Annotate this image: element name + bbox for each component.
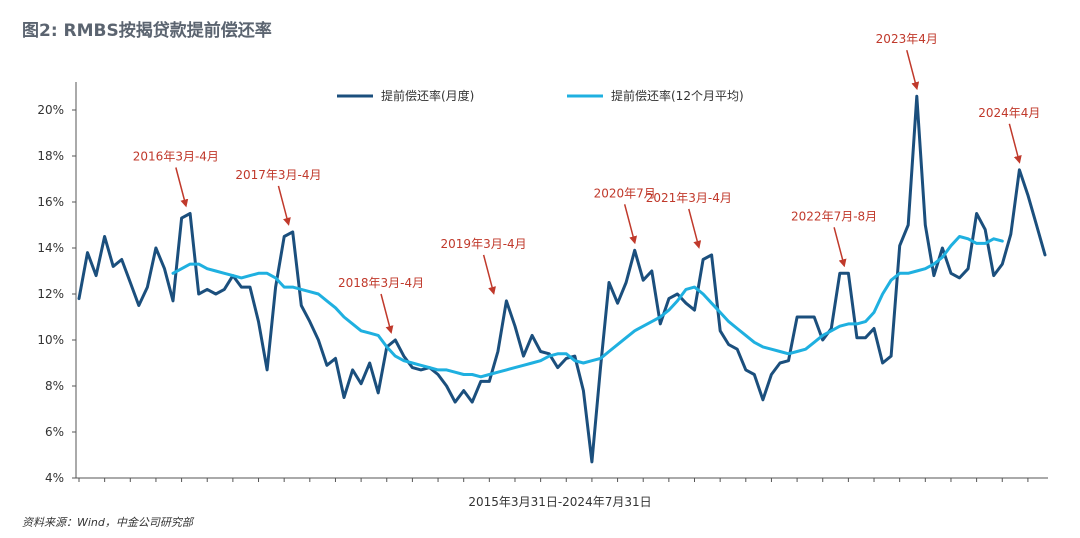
- axes: 4% 6% 8% 10% 12% 14% 16% 18% 20%: [37, 82, 1048, 485]
- y-tick-label: 18%: [37, 149, 64, 163]
- annotation-arrow: [380, 293, 394, 334]
- annotation-label: 2021年3月-4月: [646, 191, 732, 205]
- annotation-label: 2020年7月: [594, 186, 656, 200]
- series-layer: [77, 94, 1047, 464]
- annotation-label: 2022年7月-8月: [791, 209, 877, 223]
- page-title: 图2: RMBS按揭贷款提前偿还率: [22, 21, 272, 41]
- annotation-label: 2016年3月-4月: [133, 150, 219, 164]
- annotation-label: 2024年4月: [978, 106, 1040, 120]
- annotation-label: 2018年3月-4月: [338, 276, 424, 290]
- annotation-arrow: [906, 50, 920, 91]
- y-tick-label: 14%: [37, 241, 64, 255]
- y-tick-label: 20%: [37, 103, 64, 117]
- series-line-monthly: [77, 94, 1047, 464]
- y-tick-label: 12%: [37, 287, 64, 301]
- y-tick-label: 16%: [37, 195, 64, 209]
- annotation-arrow: [1008, 123, 1022, 164]
- annotation-arrow: [688, 208, 702, 249]
- annotation-label: 2023年4月: [876, 32, 938, 46]
- annotation-arrow: [623, 204, 638, 245]
- y-tick-label: 6%: [45, 425, 64, 439]
- legend: 提前偿还率(月度) 提前偿还率(12个月平均): [337, 88, 744, 103]
- annotation-arrow: [277, 185, 291, 226]
- x-axis-label: 2015年3月31日-2024年7月31日: [468, 495, 651, 509]
- y-tick-label: 4%: [45, 471, 64, 485]
- legend-label: 提前偿还率(12个月平均): [611, 88, 744, 103]
- series-line-12m-avg: [171, 235, 1004, 379]
- annotation-arrow: [833, 227, 847, 268]
- y-tick-label: 10%: [37, 333, 64, 347]
- annotation-label: 2017年3月-4月: [235, 168, 321, 182]
- annotation-arrow: [482, 254, 496, 295]
- source-note: 资料来源：Wind，中金公司研究部: [22, 516, 193, 529]
- annotations: 2016年3月-4月 2017年3月-4月 2018年3月-4月 2019年3月-4月…: [133, 32, 1040, 334]
- annotation-label: 2019年3月-4月: [441, 237, 527, 251]
- y-tick-label: 8%: [45, 379, 64, 393]
- legend-label: 提前偿还率(月度): [381, 88, 474, 103]
- annotation-arrow: [175, 167, 189, 208]
